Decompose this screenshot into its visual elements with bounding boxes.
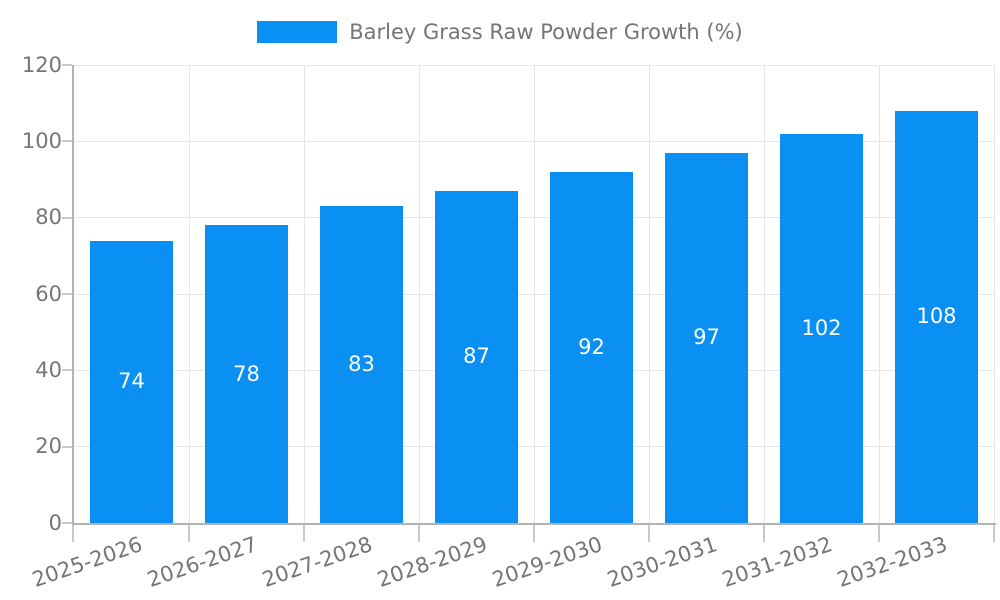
gridline-vertical	[188, 65, 190, 523]
bar-2032-2033[interactable]: 108	[895, 110, 978, 523]
gridline-vertical	[303, 65, 305, 523]
y-axis-tick-mark	[62, 216, 72, 219]
gridline-vertical	[763, 65, 765, 523]
y-axis-tick-label: 40	[35, 357, 62, 382]
x-axis-tick-mark	[878, 523, 880, 542]
x-axis-tick-mark	[648, 523, 650, 542]
x-axis-tick-mark	[72, 523, 74, 542]
bar-2026-2027[interactable]: 78	[205, 225, 288, 523]
y-axis-tick-mark	[62, 140, 72, 143]
bar-value-label: 78	[233, 361, 260, 386]
y-axis-tick-label: 0	[48, 510, 62, 535]
bar-2027-2028[interactable]: 83	[320, 206, 403, 523]
legend-item[interactable]: Barley Grass Raw Powder Growth (%)	[257, 20, 743, 44]
y-axis-tick-label: 60	[35, 281, 62, 306]
bar-value-label: 102	[801, 315, 842, 340]
y-axis-tick-mark	[62, 522, 72, 524]
x-axis-labels: 2025-2026 2026-2027 2027-2028 2028-2029 2029…	[29, 532, 994, 600]
gridline-vertical	[648, 65, 650, 523]
x-axis-tick-mark	[188, 523, 190, 542]
bar-value-label: 92	[578, 334, 605, 359]
bar-2029-2030[interactable]: 92	[550, 171, 633, 523]
y-axis-tick-mark	[62, 369, 72, 372]
x-axis-line	[72, 523, 996, 525]
x-axis-category-label: 2030-2031	[604, 532, 721, 592]
gridline-vertical	[993, 65, 995, 523]
bar-value-label: 108	[916, 304, 957, 329]
y-axis-tick-mark	[62, 293, 72, 295]
plot-area: 74 78 83 87 92 97 102 108	[62, 64, 996, 542]
y-axis-tick-mark	[62, 64, 72, 66]
bar-2030-2031[interactable]: 97	[665, 152, 748, 523]
x-axis-tick-mark	[533, 523, 535, 542]
bar-value-label: 74	[118, 369, 145, 394]
x-axis-tick-mark	[303, 523, 305, 542]
bar-value-label: 97	[693, 325, 720, 350]
gridline-vertical	[533, 65, 535, 523]
bar-value-label: 83	[348, 352, 375, 377]
y-axis-tick-label: 80	[35, 205, 62, 230]
x-axis-category-label: 2027-2028	[259, 532, 376, 592]
x-axis-tick-mark	[418, 523, 420, 542]
bar-2031-2032[interactable]: 102	[780, 133, 863, 523]
y-axis-tick-label: 100	[21, 128, 62, 153]
bar-2028-2029[interactable]: 87	[435, 190, 518, 523]
x-axis-category-label: 2032-2033	[834, 532, 951, 592]
x-axis-category-label: 2026-2027	[144, 532, 261, 592]
x-axis-tick-mark	[993, 523, 995, 542]
gridline-vertical	[878, 65, 880, 523]
x-axis-tick-mark	[763, 523, 765, 542]
y-axis-tick-label: 20	[35, 434, 62, 459]
x-axis-category-label: 2025-2026	[29, 532, 146, 592]
legend-label: Barley Grass Raw Powder Growth (%)	[349, 20, 743, 44]
legend-color-swatch-icon	[257, 21, 338, 43]
y-axis-tick-label: 120	[21, 52, 62, 77]
gridline-vertical	[418, 65, 420, 523]
y-axis-line	[72, 65, 74, 523]
y-axis-tick-mark	[62, 445, 72, 448]
x-axis-category-label: 2031-2032	[719, 532, 836, 592]
x-axis-category-label: 2028-2029	[374, 532, 491, 592]
legend: Barley Grass Raw Powder Growth (%)	[0, 20, 1000, 44]
bar-2025-2026[interactable]: 74	[90, 240, 173, 523]
y-axis-labels: 0 20 40 60 80 100 120	[0, 53, 62, 535]
x-axis-category-label: 2029-2030	[489, 532, 606, 592]
bar-value-label: 87	[463, 344, 490, 369]
